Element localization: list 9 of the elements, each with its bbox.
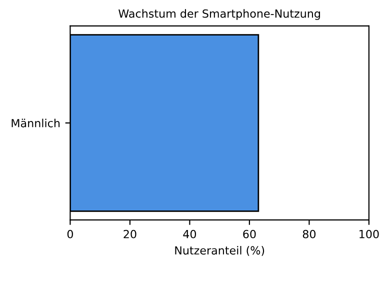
x-tick-label: 60 (243, 230, 256, 238)
x-tick-label: 0 (67, 230, 73, 238)
chart-title: Wachstum der Smartphone-Nutzung (118, 9, 320, 20)
x-tick-label: 20 (124, 230, 136, 238)
x-tick-label: 80 (302, 230, 316, 238)
x-tick-label: 100 (360, 230, 379, 238)
x-axis-title: Nutzeranteil (%) (175, 246, 264, 256)
y-tick-label: Männlich (12, 118, 60, 128)
x-tick-label: 40 (183, 230, 196, 238)
